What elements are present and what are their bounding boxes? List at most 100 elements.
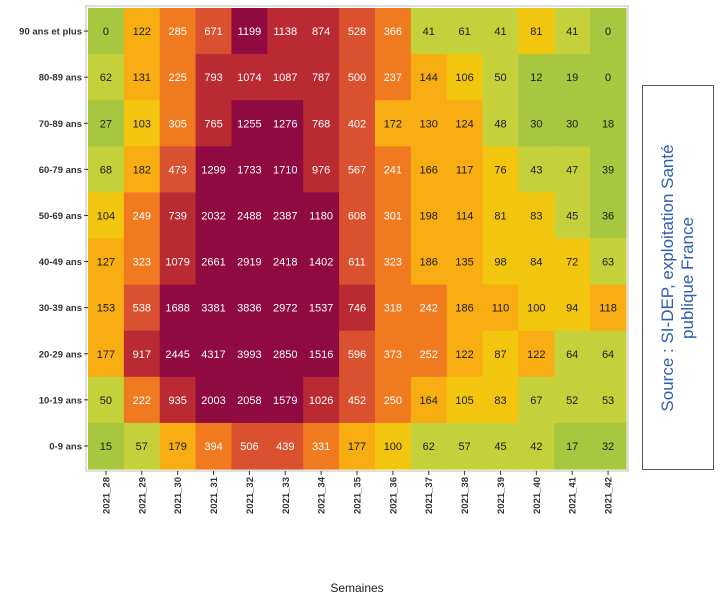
y-axis: 90 ans et plus 80-89 ans 70-89 ans 60-79 an…: [19, 27, 88, 452]
cell-value-label: 2058: [237, 395, 261, 407]
cell-value-label: 98: [494, 257, 506, 269]
x-tick-label: 2021_38: [460, 477, 471, 514]
cell-value-label: 4317: [201, 349, 225, 361]
cell-value-label: 394: [204, 441, 222, 453]
y-tick-label: 80-89 ans: [39, 73, 82, 84]
cell-value-label: 81: [494, 210, 506, 222]
heatmap-cell: [446, 192, 484, 240]
heatmap-cell: [267, 284, 304, 332]
heatmap-cell: [123, 146, 161, 193]
heatmap-cell: [482, 100, 519, 147]
heatmap-cell: [518, 100, 555, 147]
cell-value-label: 177: [97, 349, 115, 361]
heatmap-cell: [518, 54, 555, 101]
cell-value-label: 122: [133, 26, 151, 38]
heatmap-cell: [410, 284, 448, 332]
cell-value-label: 765: [204, 118, 222, 130]
cell-value-label: 323: [133, 257, 151, 269]
cell-value-label: 976: [312, 164, 330, 176]
cell-value-label: 252: [420, 349, 438, 361]
cell-value-label: 331: [312, 441, 330, 453]
cell-value-label: 1138: [273, 26, 297, 38]
heatmap-cell: [123, 54, 161, 101]
heatmap-cell: [446, 8, 484, 55]
cell-value-label: 1733: [237, 164, 261, 176]
cell-value-label: 2032: [201, 210, 225, 222]
cell-value-label: 177: [348, 441, 366, 453]
x-tick-label: 2021_42: [604, 477, 615, 514]
cell-value-label: 27: [100, 118, 112, 130]
cell-value-label: 0: [103, 26, 109, 38]
cell-value-label: 18: [602, 118, 614, 130]
cell-value-label: 1516: [309, 349, 333, 361]
cell-value-label: 144: [420, 72, 438, 84]
heatmap-cell: [303, 238, 340, 286]
heatmap-cell: [267, 330, 304, 378]
heatmap-cell: [554, 54, 591, 101]
cell-value-label: 323: [384, 257, 402, 269]
heatmap-value-labels: 0 122 285 671 1199 1138 874 528 366 41 61 41 81 41 0 62…: [97, 26, 617, 453]
cell-value-label: 1079: [165, 257, 189, 269]
cell-value-label: 538: [133, 303, 151, 315]
cell-value-label: 2488: [237, 210, 261, 222]
cell-value-label: 30: [530, 118, 542, 130]
heatmap-cell: [518, 192, 555, 240]
heatmap-cell: [554, 422, 591, 470]
cell-value-label: 100: [384, 441, 402, 453]
heatmap-cell: [231, 100, 268, 147]
cell-value-label: 131: [133, 72, 151, 84]
cell-value-label: 122: [527, 349, 545, 361]
cell-value-label: 41: [423, 26, 435, 38]
cell-value-label: 118: [599, 303, 617, 315]
cell-value-label: 186: [455, 303, 473, 315]
cell-value-label: 64: [602, 349, 614, 361]
heatmap-cell: [267, 192, 304, 240]
x-tick-label: 2021_35: [353, 476, 364, 514]
heatmap-cell: [267, 8, 304, 55]
heatmap-cell: [518, 376, 555, 424]
cell-value-label: 1026: [309, 395, 333, 407]
cell-value-label: 45: [566, 210, 578, 222]
heatmap-cell: [231, 238, 268, 286]
heatmap-cell: [231, 146, 268, 193]
heatmap-cell: [123, 330, 161, 378]
cell-value-label: 373: [384, 349, 402, 361]
cell-value-label: 76: [494, 164, 506, 176]
heatmap-cell: [590, 330, 627, 378]
heatmap-cell: [88, 146, 125, 193]
cell-value-label: 301: [384, 210, 402, 222]
cell-value-label: 62: [423, 441, 435, 453]
source-caption: Source : SI-DEP, exploitation Santé publ…: [658, 144, 698, 411]
heatmap-cell: [518, 422, 555, 470]
cell-value-label: 105: [455, 395, 473, 407]
cell-value-label: 130: [420, 118, 438, 130]
cell-value-label: 117: [456, 164, 474, 176]
cell-value-label: 106: [455, 72, 473, 84]
cell-value-label: 124: [455, 118, 473, 130]
cell-value-label: 746: [348, 303, 366, 315]
cell-value-label: 153: [97, 303, 115, 315]
cell-value-label: 3836: [237, 303, 261, 315]
heatmap-cell: [123, 422, 161, 470]
cell-value-label: 83: [530, 210, 542, 222]
heatmap-cell: [554, 376, 591, 424]
heatmap-cell: [303, 422, 340, 470]
cell-value-label: 198: [420, 210, 438, 222]
cell-value-label: 1537: [309, 303, 333, 315]
y-tick-label: 60-79 ans: [39, 165, 82, 176]
cell-value-label: 50: [494, 72, 506, 84]
heatmap-cell: [410, 192, 448, 240]
source-line-1: Source : SI-DEP, exploitation Santé: [658, 143, 677, 412]
heatmap-cell: [590, 238, 627, 286]
cell-value-label: 0: [605, 72, 611, 84]
cell-value-label: 41: [566, 26, 578, 38]
heatmap-cell: [195, 376, 233, 424]
cell-value-label: 17: [566, 441, 578, 453]
heatmap-cell: [374, 422, 412, 470]
cell-value-label: 50: [100, 395, 112, 407]
heatmap-cell: [339, 100, 376, 147]
heatmap-cell: [195, 284, 233, 332]
heatmap-cell: [88, 238, 125, 286]
heatmap-cell: [303, 376, 340, 424]
heatmap-cell: [446, 238, 484, 286]
